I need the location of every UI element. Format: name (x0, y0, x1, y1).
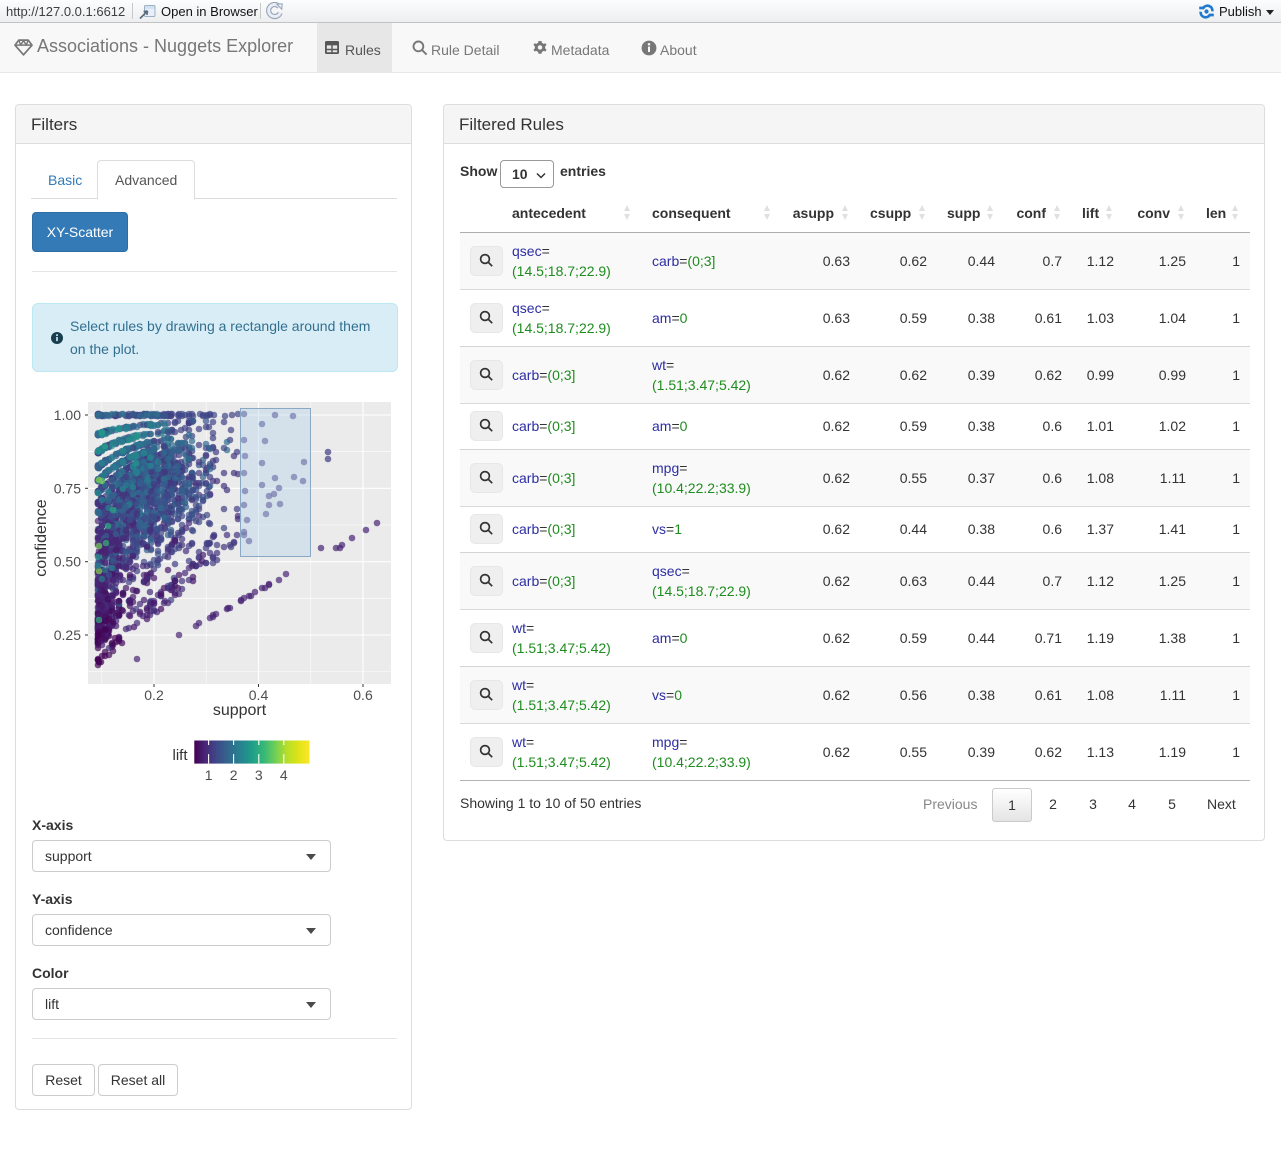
svg-text:confidence: confidence (33, 499, 50, 576)
svg-text:support: support (213, 702, 267, 719)
svg-text:2: 2 (230, 767, 238, 783)
svg-text:0.6: 0.6 (353, 687, 373, 703)
svg-text:4: 4 (280, 767, 288, 783)
svg-text:0.50: 0.50 (54, 554, 81, 570)
svg-text:lift: lift (173, 747, 189, 764)
svg-text:3: 3 (255, 767, 263, 783)
svg-text:0.2: 0.2 (144, 687, 164, 703)
svg-text:0.4: 0.4 (249, 687, 269, 703)
svg-text:1.00: 1.00 (54, 407, 81, 423)
svg-text:0.25: 0.25 (54, 627, 81, 643)
svg-text:0.75: 0.75 (54, 480, 81, 496)
svg-text:1: 1 (205, 767, 213, 783)
